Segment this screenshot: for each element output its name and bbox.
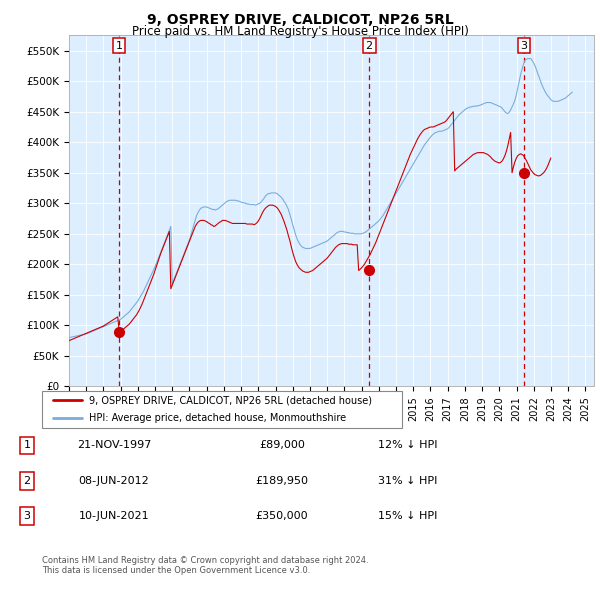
Text: 2: 2	[23, 476, 31, 486]
Text: This data is licensed under the Open Government Licence v3.0.: This data is licensed under the Open Gov…	[42, 566, 310, 575]
Text: 12% ↓ HPI: 12% ↓ HPI	[378, 441, 437, 450]
FancyBboxPatch shape	[42, 391, 402, 428]
Text: Contains HM Land Registry data © Crown copyright and database right 2024.: Contains HM Land Registry data © Crown c…	[42, 556, 368, 565]
Text: 3: 3	[521, 41, 527, 51]
Text: 08-JUN-2012: 08-JUN-2012	[79, 476, 149, 486]
Text: 31% ↓ HPI: 31% ↓ HPI	[378, 476, 437, 486]
Text: 1: 1	[23, 441, 31, 450]
Text: 9, OSPREY DRIVE, CALDICOT, NP26 5RL (detached house): 9, OSPREY DRIVE, CALDICOT, NP26 5RL (det…	[89, 395, 372, 405]
Text: 10-JUN-2021: 10-JUN-2021	[79, 512, 149, 521]
Text: £189,950: £189,950	[256, 476, 308, 486]
Text: 9, OSPREY DRIVE, CALDICOT, NP26 5RL: 9, OSPREY DRIVE, CALDICOT, NP26 5RL	[146, 13, 454, 27]
Text: Price paid vs. HM Land Registry's House Price Index (HPI): Price paid vs. HM Land Registry's House …	[131, 25, 469, 38]
Text: 15% ↓ HPI: 15% ↓ HPI	[378, 512, 437, 521]
Text: £350,000: £350,000	[256, 512, 308, 521]
Text: 1: 1	[115, 41, 122, 51]
Text: 21-NOV-1997: 21-NOV-1997	[77, 441, 151, 450]
Text: 3: 3	[23, 512, 31, 521]
Text: £89,000: £89,000	[259, 441, 305, 450]
Text: HPI: Average price, detached house, Monmouthshire: HPI: Average price, detached house, Monm…	[89, 413, 346, 423]
Text: 2: 2	[365, 41, 373, 51]
